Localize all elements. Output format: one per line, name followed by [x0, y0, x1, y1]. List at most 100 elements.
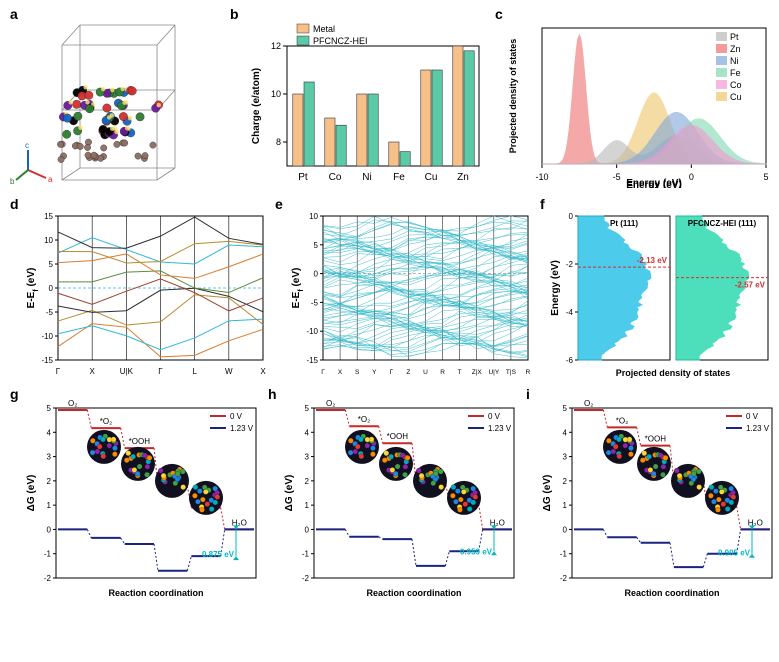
label-g: g [10, 386, 19, 402]
svg-text:O₂: O₂ [584, 400, 593, 408]
free-energy-i: -2-1012345O₂*O₂*OOH*O*OHH₂O0 V1.23 V0.90… [538, 400, 778, 600]
svg-text:10: 10 [271, 89, 281, 99]
svg-text:4: 4 [47, 428, 52, 437]
svg-text:-1: -1 [302, 550, 310, 559]
svg-text:8: 8 [276, 137, 281, 147]
svg-text:U: U [423, 369, 428, 376]
panel-i: -2-1012345O₂*O₂*OOH*O*OHH₂O0 V1.23 V0.90… [538, 400, 778, 600]
svg-text:*OOH: *OOH [387, 432, 409, 441]
svg-text:PFCNCZ-HEI (111): PFCNCZ-HEI (111) [688, 219, 757, 228]
svg-text:Metal: Metal [313, 24, 335, 34]
svg-text:4: 4 [305, 428, 310, 437]
svg-text:E-Ef (eV): E-Ef (eV) [26, 268, 40, 309]
svg-text:12: 12 [271, 41, 281, 51]
svg-text:Cu: Cu [730, 92, 742, 102]
label-d: d [10, 196, 19, 212]
svg-text:Zn: Zn [730, 44, 741, 54]
svg-text:c: c [25, 141, 29, 150]
svg-text:2: 2 [563, 477, 568, 486]
svg-text:L: L [192, 367, 197, 376]
svg-text:ΔG (eV): ΔG (eV) [284, 475, 295, 512]
svg-text:Γ: Γ [321, 369, 325, 376]
svg-text:1: 1 [305, 501, 310, 510]
svg-text:10: 10 [309, 212, 318, 221]
svg-text:0 V: 0 V [488, 412, 501, 421]
svg-text:T|S: T|S [506, 369, 517, 376]
svg-text:-10: -10 [535, 172, 548, 182]
bands-hei: -15-10-50510ΓXSYΓZURTZ|XU|YT|SRE-Ef (eV) [287, 210, 532, 380]
svg-text:U|K: U|K [120, 367, 134, 376]
svg-text:Pt: Pt [730, 32, 739, 42]
panel-d: -15-10-5051015ΓXU|KΓLWXE-Ef (eV) [22, 210, 267, 380]
svg-text:Pt: Pt [298, 172, 308, 183]
svg-text:Projected density of states: Projected density of states [616, 368, 731, 378]
svg-text:-2.57 eV: -2.57 eV [735, 281, 766, 290]
svg-text:0: 0 [563, 525, 568, 534]
svg-text:10: 10 [44, 236, 53, 245]
svg-text:Γ: Γ [56, 367, 61, 376]
svg-text:1.23 V: 1.23 V [488, 424, 512, 433]
bar-chart-charge: 81012PtCoNiFeCuZnCharge (e/atom)MetalPFC… [245, 18, 485, 188]
svg-text:O₂: O₂ [68, 400, 77, 408]
svg-text:U|Y: U|Y [488, 369, 499, 376]
svg-text:-5: -5 [311, 298, 319, 307]
svg-text:0: 0 [49, 284, 54, 293]
label-b: b [230, 6, 239, 22]
svg-text:Z|X: Z|X [472, 369, 483, 376]
svg-text:Fe: Fe [393, 172, 405, 183]
svg-text:Reaction coordination: Reaction coordination [108, 588, 203, 598]
svg-text:5: 5 [305, 404, 310, 413]
dband-compare: -2.13 eVPt (111)-2.57 eVPFCNCZ-HEI (111)… [548, 210, 772, 380]
svg-text:Charge (e/atom): Charge (e/atom) [251, 68, 262, 144]
svg-text:0: 0 [569, 212, 574, 221]
svg-text:3: 3 [47, 453, 52, 462]
svg-text:0: 0 [47, 525, 52, 534]
svg-text:Fe: Fe [730, 68, 741, 78]
panel-b: 81012PtCoNiFeCuZnCharge (e/atom)MetalPFC… [245, 18, 485, 188]
svg-text:-15: -15 [41, 356, 53, 365]
svg-text:Energy (eV): Energy (eV) [550, 260, 561, 316]
svg-text:Reaction coordination: Reaction coordination [624, 588, 719, 598]
svg-text:1: 1 [563, 501, 568, 510]
svg-text:5: 5 [763, 172, 768, 182]
svg-text:Reaction coordination: Reaction coordination [366, 588, 461, 598]
svg-text:X: X [338, 369, 343, 376]
svg-text:E-Ef (eV): E-Ef (eV) [291, 268, 305, 309]
svg-text:1.23 V: 1.23 V [746, 424, 770, 433]
panel-h: -2-1012345O₂*O₂*OOH*O*OHH₂O0 V1.23 V0.95… [280, 400, 520, 600]
label-e: e [275, 196, 283, 212]
svg-text:1: 1 [47, 501, 52, 510]
svg-text:3: 3 [305, 453, 310, 462]
svg-text:*O₂: *O₂ [100, 417, 112, 426]
svg-text:*OOH: *OOH [645, 435, 667, 444]
svg-text:-1: -1 [560, 550, 568, 559]
svg-text:Projected density of states: Projected density of states [508, 39, 518, 154]
svg-text:-10: -10 [306, 327, 318, 336]
svg-text:-2: -2 [44, 574, 52, 583]
svg-text:0.875 eV: 0.875 eV [202, 550, 235, 559]
svg-text:Ni: Ni [730, 56, 739, 66]
svg-text:-5: -5 [613, 172, 621, 182]
svg-text:W: W [225, 367, 233, 376]
svg-text:-1: -1 [44, 550, 52, 559]
svg-text:Pt (111): Pt (111) [610, 219, 638, 228]
svg-text:-6: -6 [566, 356, 574, 365]
svg-text:Y: Y [372, 369, 377, 376]
svg-text:0: 0 [314, 270, 319, 279]
svg-text:R: R [526, 369, 531, 376]
svg-text:T: T [458, 369, 462, 376]
panel-g: -2-1012345O₂*O₂*OOH*O*OHH₂O0 V1.23 V0.87… [22, 400, 262, 600]
free-energy-h: -2-1012345O₂*O₂*OOH*O*OHH₂O0 V1.23 V0.95… [280, 400, 520, 600]
svg-text:5: 5 [563, 404, 568, 413]
svg-text:-2: -2 [560, 574, 568, 583]
panel-c: -10-505PtZnNiFeCoCuProjected density of … [502, 18, 772, 188]
svg-text:-15: -15 [306, 356, 318, 365]
svg-text:X: X [89, 367, 95, 376]
svg-text:*OOH: *OOH [129, 437, 151, 446]
svg-text:-5: -5 [46, 308, 54, 317]
svg-text:-10: -10 [41, 332, 53, 341]
svg-text:-4: -4 [566, 308, 574, 317]
label-i: i [526, 386, 530, 402]
svg-text:a: a [48, 175, 53, 184]
svg-text:2: 2 [47, 477, 52, 486]
